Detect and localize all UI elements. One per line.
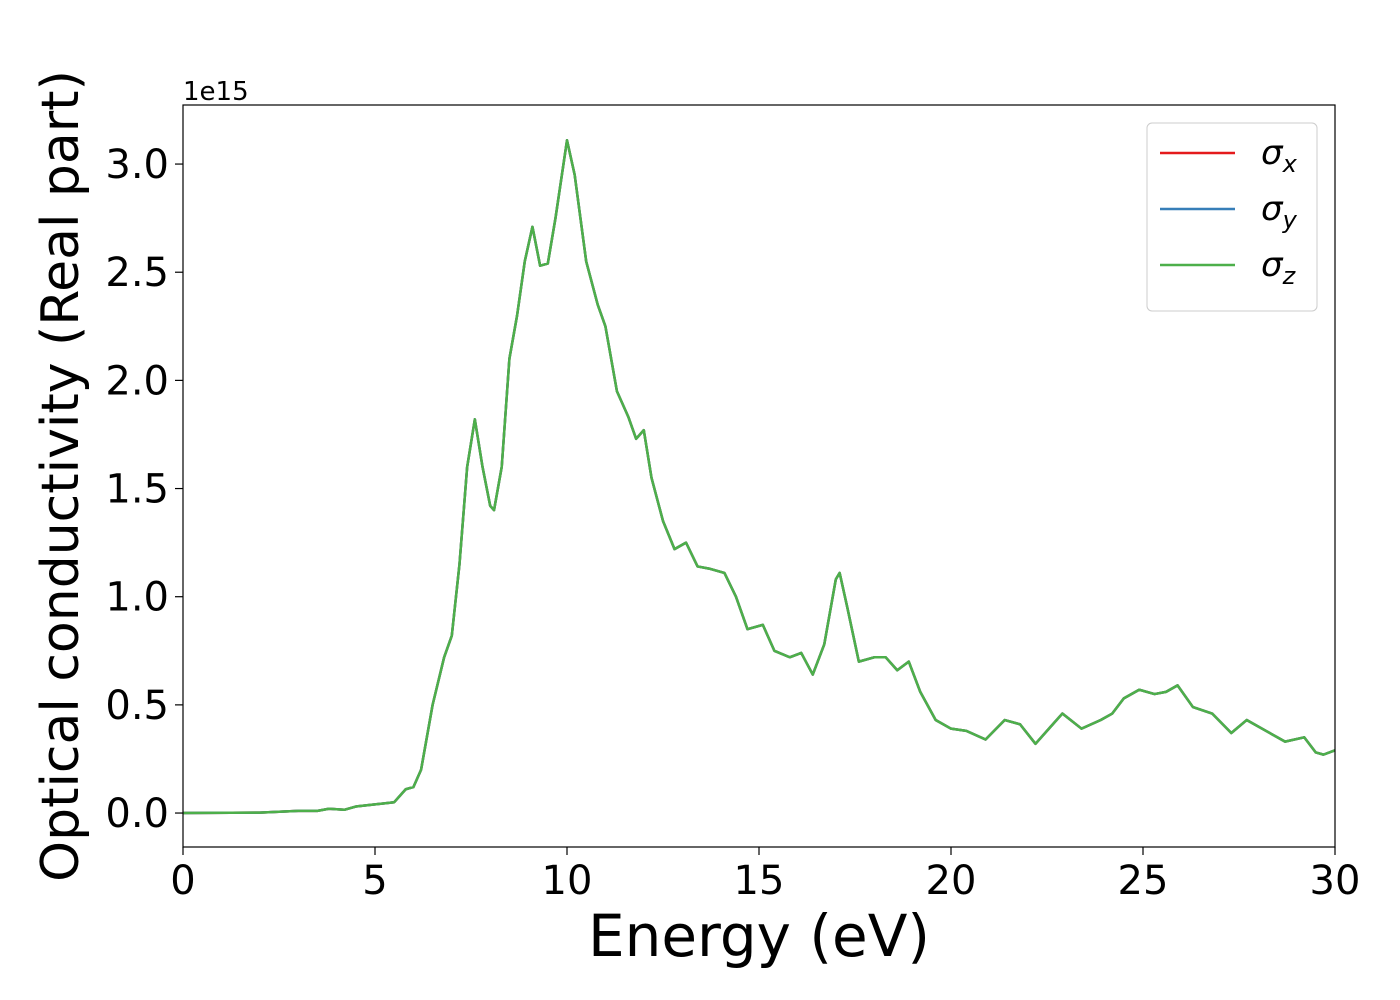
x-tick-label: 15 [734,858,785,904]
y-tick-label: 0.0 [105,791,169,837]
y-tick-label: 2.5 [105,250,169,296]
y-tick-label: 1.0 [105,575,169,621]
x-axis-label: Energy (eV) [588,902,930,970]
x-tick-label: 5 [362,858,387,904]
y-tick-label: 3.0 [105,142,169,188]
x-tick-label: 0 [170,858,195,904]
legend-label: σy [1261,189,1298,234]
x-tick-label: 25 [1118,858,1169,904]
data-line [182,139,1336,815]
legend-label: σz [1261,245,1297,290]
y-axis-label: Optical conductivity (Real part) [31,70,91,882]
offset-label: 1e15 [183,77,249,107]
y-tick-label: 1.5 [105,467,169,513]
plot-frame [182,104,1336,848]
x-tick-label: 30 [1310,858,1361,904]
x-tick-label: 20 [926,858,977,904]
y-tick-label: 0.5 [105,683,169,729]
legend-label: σx [1261,133,1298,178]
x-tick-label: 10 [542,858,593,904]
y-tick-label: 2.0 [105,358,169,404]
